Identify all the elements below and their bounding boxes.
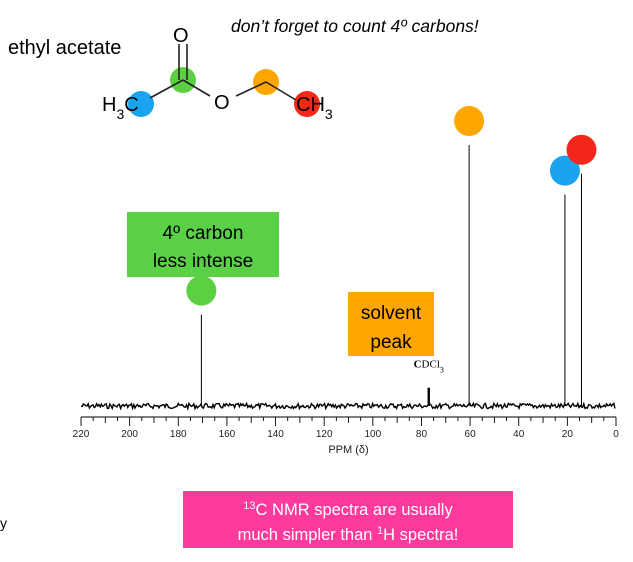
methyl-left-label: H3C bbox=[102, 94, 139, 122]
bottom-callout: 13C NMR spectra are usually much simpler… bbox=[183, 491, 513, 548]
methyl-left-marker bbox=[128, 91, 154, 117]
quaternary-callout-line1: 4º carbon bbox=[163, 223, 244, 244]
x-tick-label: 20 bbox=[562, 429, 574, 440]
molecule-bonds bbox=[149, 44, 297, 101]
peak-label: CDCl3 bbox=[414, 359, 444, 375]
solvent-callout-line1: solvent bbox=[361, 303, 422, 324]
peak-lines: CDCl3 bbox=[186, 106, 597, 406]
bottom-callout-box bbox=[183, 491, 513, 548]
molecule-name: ethyl acetate bbox=[8, 37, 121, 59]
peak-marker bbox=[549, 155, 580, 186]
solvent-callout-box bbox=[348, 292, 434, 356]
methyl-right-label: CH3 bbox=[296, 94, 333, 122]
edge-text-fragment: y bbox=[0, 515, 7, 531]
molecule-structure: ethyl acetate O O H3C CH3 bbox=[8, 25, 333, 122]
x-tick-label: 80 bbox=[416, 429, 428, 440]
quaternary-callout-line2: less intense bbox=[153, 251, 253, 272]
solvent-callout: solvent peak bbox=[348, 292, 434, 356]
carbonyl-oxygen: O bbox=[173, 25, 189, 47]
quaternary-callout: 4º carbon less intense bbox=[127, 212, 279, 277]
x-tick-label: 140 bbox=[267, 429, 284, 440]
ester-oxygen: O bbox=[214, 92, 230, 114]
baseline-trace bbox=[80, 401, 616, 411]
x-tick-label: 200 bbox=[121, 429, 138, 440]
x-axis-title: PPM (δ) bbox=[328, 444, 368, 456]
bottom-callout-line1: 13C NMR spectra are usually bbox=[243, 500, 453, 519]
bottom-callout-line2: much simpler than 1H spectra! bbox=[238, 525, 459, 544]
x-tick-label: 60 bbox=[465, 429, 477, 440]
peak-marker bbox=[454, 106, 485, 136]
methyl-right-marker bbox=[294, 91, 320, 117]
x-tick-label: 180 bbox=[170, 429, 187, 440]
x-tick-label: 40 bbox=[513, 429, 525, 440]
x-tick-label: 100 bbox=[364, 429, 381, 440]
quaternary-callout-box bbox=[127, 212, 279, 277]
solvent-callout-line2: peak bbox=[370, 332, 412, 353]
x-tick-label: 0 bbox=[613, 429, 619, 440]
reminder-note: don’t forget to count 4º carbons! bbox=[231, 16, 479, 36]
x-tick-label: 160 bbox=[219, 429, 236, 440]
x-tick-label: 120 bbox=[316, 429, 333, 440]
peak-marker bbox=[186, 275, 217, 306]
peak-marker bbox=[566, 134, 597, 165]
x-tick-label: 220 bbox=[73, 429, 90, 440]
baseline-noise bbox=[80, 401, 616, 411]
